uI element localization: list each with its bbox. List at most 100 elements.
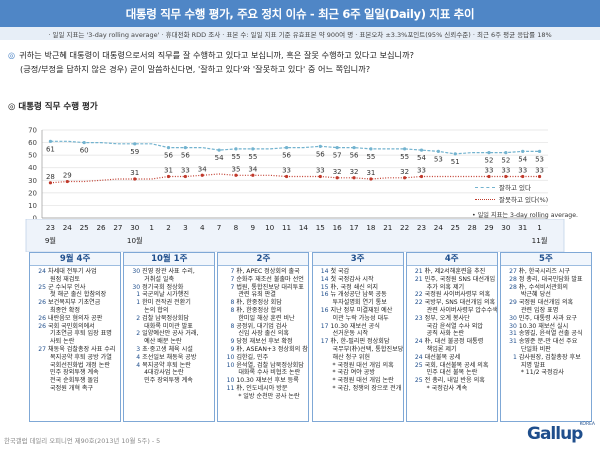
issue-text: 단일화 비판 <box>520 345 551 353</box>
issue-item: 2 일양예산안 공사 거래, <box>126 330 212 338</box>
issue-text: 朴, 한-필리핀 정상회담 <box>330 338 390 346</box>
issue-item: * 국감 여야 공방 <box>315 369 401 377</box>
issue-text: * 국감, 정쟁의 장으로 전개 <box>332 384 402 392</box>
data-label-negative: 28 <box>46 173 55 181</box>
survey-question: ◎ 귀하는 박근혜 대통령이 대통령으로서의 직무를 잘 수행하고 있다고 보십니… <box>8 48 593 76</box>
point-positive <box>234 147 238 151</box>
issue-item: 30 정기국회 정상화 <box>126 284 212 292</box>
issue-item: 단일화 비판 <box>503 346 589 354</box>
issue-text: 한미 전작권 전환기 <box>142 299 191 307</box>
point-negative <box>419 174 424 179</box>
issue-item: 30 10.30 재보선 실시 <box>503 323 589 331</box>
issue-text: 책임론 제기 <box>426 345 457 353</box>
issue-item: * 국정원 대선 개입 의혹 <box>315 362 401 370</box>
issue-text: 국회, 대선불복 공세 의혹 <box>424 361 489 369</box>
issue-text: 보건복지부 기초연금 <box>48 299 101 307</box>
issue-item: 민주 대선 불복 논란 <box>409 369 495 377</box>
issue-date: 1 <box>136 291 141 299</box>
issue-text: 선거운동 시작 <box>332 330 369 338</box>
point-positive <box>284 146 289 150</box>
point-negative <box>335 176 339 180</box>
issue-date: 2 <box>136 330 141 338</box>
issue-text: * 11/2 국정감사 <box>520 369 564 377</box>
issue-item: 28 朴, 수석비서관회의 <box>503 284 589 292</box>
issue-text: 법원, 통합진보당 대리투표 <box>236 283 304 291</box>
issue-date: 9 <box>230 345 235 353</box>
issue-item: 8 朴, 한중정상 합의 <box>220 307 306 315</box>
issue-item: 21 민주, 국정원 SNS 대선개입 <box>409 276 495 284</box>
week-panel-body: 27 朴, 한국시리즈 시구 28 정 총리, 대국민담화 발표 28 朴, 수석비서관회… <box>501 266 591 377</box>
issue-item: 29 국정원 대선개입 의혹 <box>503 299 589 307</box>
chart-section-label: ◎ 대통령 직무 수행 평가 <box>8 102 98 112</box>
issue-date: 22 <box>414 291 423 299</box>
issue-item: 전국 순회투쟁 돌입 <box>32 377 118 385</box>
issue-item: 공직 사화 논란 <box>409 330 495 338</box>
issue-item: 17 朴, 한-필리핀 정상회담 <box>315 338 401 346</box>
issue-text: 투자설명회 연기 통보 <box>332 299 387 307</box>
issue-item: 4 조선일보 채동욱 공방 <box>126 354 212 362</box>
issue-date: 28 <box>509 275 517 283</box>
x-tick-label: 25 <box>80 223 89 232</box>
issue-item: 24 차세대 전투기 사업 <box>32 268 118 276</box>
issue-item: 국정원 개혁 촉구 <box>32 385 118 393</box>
point-negative <box>166 174 171 179</box>
x-tick-label: 22 <box>400 223 409 232</box>
issue-date: 14 <box>320 268 329 275</box>
issue-date: 21 <box>414 275 423 283</box>
point-positive <box>183 146 187 150</box>
issue-text: * 일방 순천만 공사 논란 <box>238 392 300 400</box>
x-tick-label: 7 <box>217 223 222 232</box>
data-label-positive: 53 <box>434 155 443 163</box>
issue-item: 한미일 해상 훈련 비난 <box>220 315 306 323</box>
data-label-negative: 35 <box>232 165 241 173</box>
issue-date: 9 <box>230 338 235 346</box>
x-tick-label: 1 <box>537 223 542 232</box>
data-label-negative: 31 <box>164 167 173 175</box>
issue-text: 복지공약 후퇴 공방 가열 <box>50 353 112 361</box>
x-tick-label: 29 <box>484 223 494 232</box>
issue-item: 10 김한길, 민주 <box>220 354 306 362</box>
issue-text: 순화주 재조선 불출마 선언 <box>236 275 304 283</box>
issue-item: 8 공정위, 대기업 검사 <box>220 323 306 331</box>
question-line-1-text: 귀하는 박근혜 대통령이 대통령으로서의 직무를 잘 수행하고 있다고 보십니까… <box>19 50 414 60</box>
point-positive <box>352 146 356 150</box>
issue-item: 26 내란음모 혐의자 공판 <box>32 315 118 323</box>
issue-text: 국감 윤석열 수사 외압 <box>426 322 483 330</box>
x-tick-label: 3 <box>183 223 188 232</box>
issue-item: 16 뉴 개성공단 남북 공동 <box>315 291 401 299</box>
issue-text: 대선불복 공세 <box>424 353 461 361</box>
issue-item: 복지공약 후퇴 공방 가열 <box>32 354 118 362</box>
issue-text: 공정위, 대기업 검사 <box>236 322 287 330</box>
x-tick-label: 21 <box>383 223 392 232</box>
issue-item: 10 10.30 재보선 후보 등록 <box>220 377 306 385</box>
issue-item: 23 정부, 오계 봉사단 <box>409 315 495 323</box>
issue-text: 공직 사화 논란 <box>426 330 465 338</box>
x-tick-label: 25 <box>451 223 460 232</box>
issue-text: 뉴 개성공단 남북 공동 <box>330 291 387 299</box>
issue-date: 14 <box>320 275 329 283</box>
issue-item: 원점 재검토 <box>32 276 118 284</box>
issue-text: 정기국회 정상화 <box>142 283 184 291</box>
data-label-negative: 32 <box>400 168 409 176</box>
issue-item: 27 채동욱 검찰총장 사표 수리 <box>32 346 118 354</box>
report-header: 대통령 직무 수행 평가, 주요 정치 이슈 - 최근 6주 일일(Daily)… <box>0 0 600 27</box>
data-label-positive: 56 <box>164 152 173 160</box>
issue-date: 10 <box>226 377 235 385</box>
issue-date: 17 <box>320 338 329 346</box>
point-positive <box>436 149 440 153</box>
issue-item: 민주 장외투쟁 계속 <box>126 377 212 385</box>
issue-item: 27 朴, 한국시리즈 시구 <box>503 268 589 276</box>
legend-positive: 잘하고 있다 <box>475 181 548 193</box>
point-negative <box>65 179 69 184</box>
issue-text: 국정원 개혁 촉구 <box>50 384 94 392</box>
data-label-negative: 33 <box>181 167 190 175</box>
issue-item: 1 국군의날 시가행진 <box>126 291 212 299</box>
issue-text: 정 총리, 대국민담화 발표 <box>518 275 583 283</box>
data-label-negative: 34 <box>248 165 257 173</box>
week-panel-title: 4주 <box>406 253 497 266</box>
point-negative <box>284 174 289 179</box>
issue-item: 22 국정원 사이버사령부 의혹 <box>409 291 495 299</box>
issue-item: 대화록 미이관 발표 <box>126 323 212 331</box>
issue-item: 이관 누락 가능성 대두 <box>315 315 401 323</box>
x-tick-label: 15 <box>316 223 325 232</box>
